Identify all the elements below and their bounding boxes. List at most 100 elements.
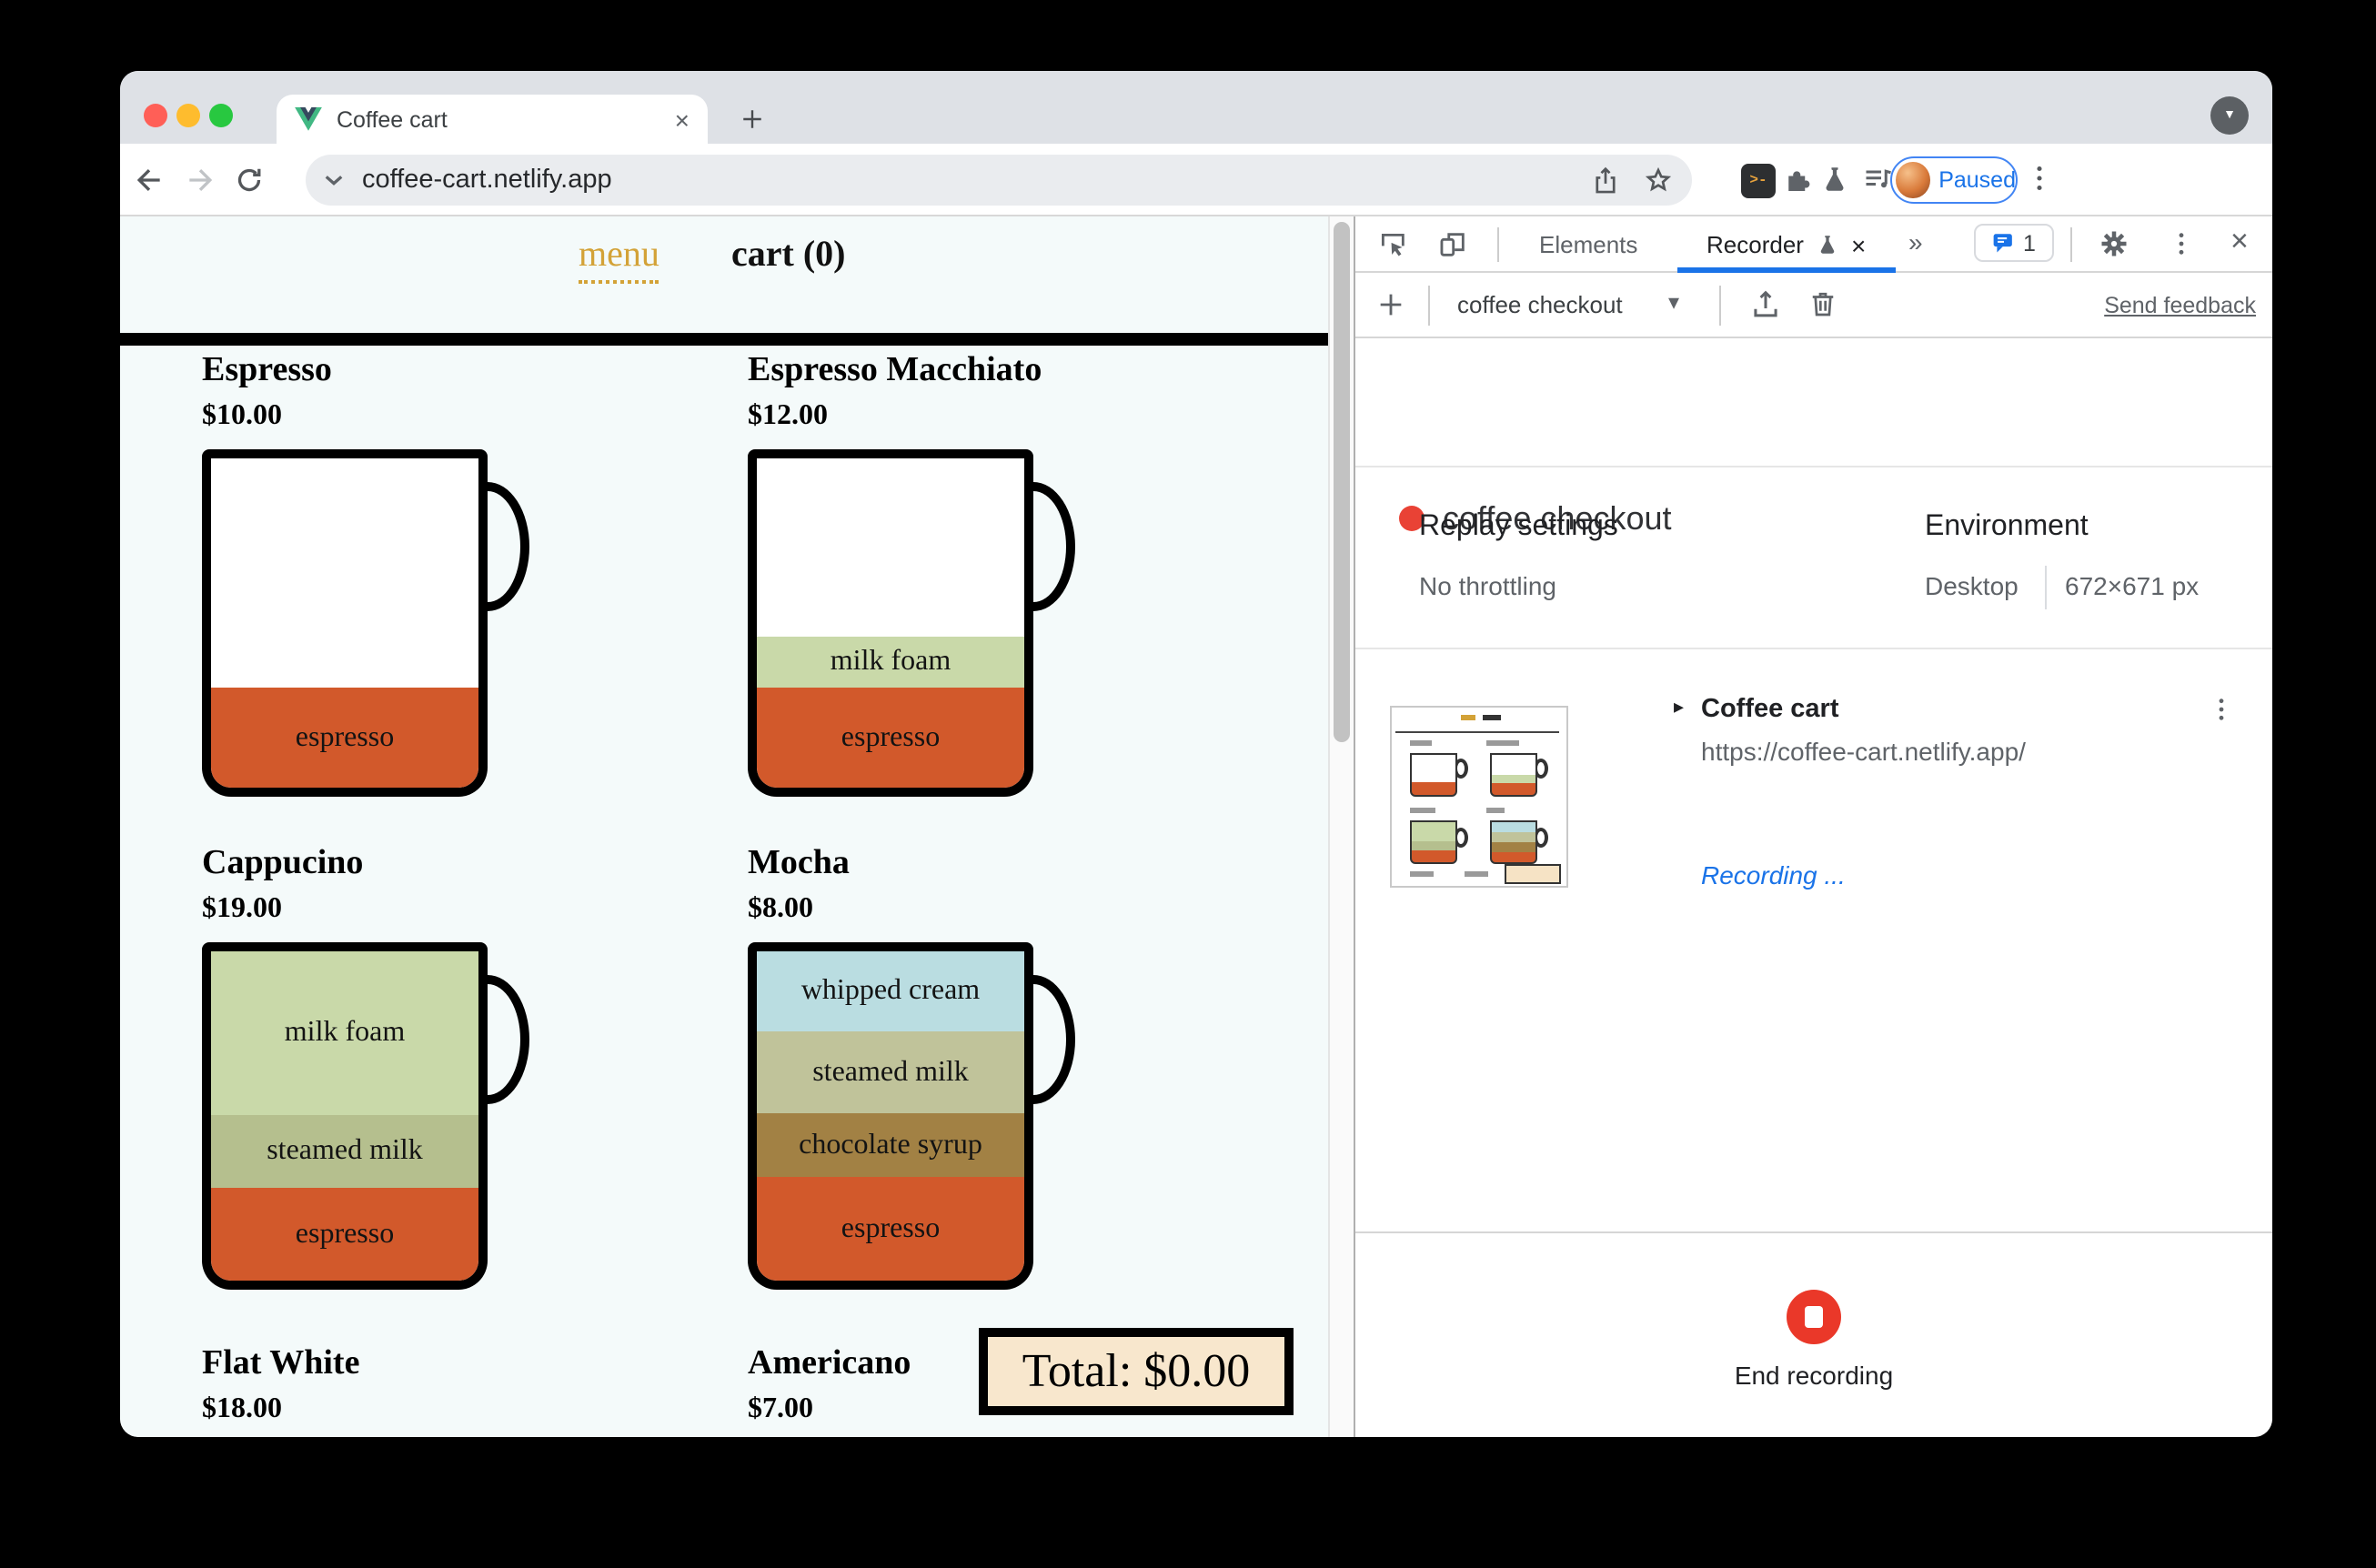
product-name: Espresso Macchiato [748,351,1042,389]
delete-recording-icon[interactable] [1807,287,1839,320]
tab-recorder[interactable]: Recorder × [1706,230,1867,259]
divider [1428,286,1430,326]
tab-close-icon[interactable]: × [674,105,690,134]
product-price: $12.00 [748,400,828,431]
product-price: $19.00 [202,893,282,924]
export-recording-icon[interactable] [1748,287,1783,322]
end-recording-label: End recording [1734,1361,1894,1390]
cup-layer-label: milk foam [830,646,951,677]
end-recording-button[interactable] [1787,1290,1841,1344]
forward-button[interactable] [182,162,218,198]
devtools-panel: Elements Recorder × » [1354,216,2272,1437]
more-tabs-icon[interactable]: » [1908,227,1923,256]
settings-gear-icon[interactable] [2098,227,2130,260]
tab-search-button[interactable]: ▼ [2210,96,2249,135]
cup-espresso-macchiato[interactable]: milk foam espresso [748,449,1075,797]
nav-menu-link[interactable]: menu [579,235,659,284]
cup-layer-label: espresso [841,721,941,752]
product-espresso: Espresso $10.00 espresso [202,351,602,797]
divider [1497,227,1499,262]
traffic-close-button[interactable] [144,104,167,127]
product-cappucino: Cappucino $19.00 milk foam steamed milk es… [202,844,602,1290]
close-recorder-tab-icon[interactable]: × [1850,230,1867,259]
recording-status: Recording ... [1701,860,1846,890]
cup-layer-label: steamed milk [812,1056,969,1087]
device-toolbar-icon[interactable] [1437,229,1468,260]
select-dropdown-icon[interactable]: ▾ [1668,289,1680,315]
profile-paused-button[interactable]: Paused [1890,156,2018,204]
cart-total-label: Total: $0.00 [1022,1344,1251,1397]
replay-settings-heading: Replay settings [1419,511,1618,542]
chevron-down-icon [325,176,343,186]
page-scrollbar[interactable] [1328,216,1354,1437]
replay-settings-section: Replay settings No throttling Environmen… [1355,467,2272,649]
environment-heading: Environment [1925,511,2089,542]
cup-layer-whipped-cream: whipped cream [757,951,1024,1031]
browser-tab[interactable]: Coffee cart × [277,95,708,144]
cup-espresso[interactable]: espresso [202,449,529,797]
address-bar[interactable]: coffee-cart.netlify.app [306,155,1692,206]
devtools-close-icon[interactable]: × [2230,224,2249,258]
share-icon[interactable] [1590,165,1621,196]
bookmark-star-icon[interactable] [1643,165,1674,196]
product-name: Espresso [202,351,332,389]
traffic-minimize-button[interactable] [176,104,200,127]
divider [2070,227,2072,262]
add-recording-icon[interactable] [1375,289,1406,320]
reload-button[interactable] [233,164,266,196]
product-price: $8.00 [748,893,813,924]
product-name: Mocha [748,844,850,882]
inspect-element-icon[interactable] [1377,229,1408,260]
extensions-puzzle-icon[interactable] [1781,164,1814,196]
cup-layer-milk-foam: milk foam [757,637,1024,688]
browser-menu-kebab-icon[interactable] [2023,162,2056,195]
cup-layer-label: espresso [841,1212,941,1243]
cup-layer-label: chocolate syrup [799,1129,982,1160]
cup-layer-espresso: espresso [211,688,478,788]
devtools-menu-kebab-icon[interactable] [2167,229,2196,258]
active-tab-underline [1677,267,1896,273]
coffee-app-viewport: menu cart (0) Espresso $10.00 espresso E… [120,216,1354,1437]
browser-toolbar: coffee-cart.netlify.app >- [120,144,2272,216]
cup-layer-label: espresso [295,1218,395,1249]
step-menu-kebab-icon[interactable] [2207,695,2236,724]
cup-layer-espresso: espresso [211,1188,478,1281]
product-price: $10.00 [202,400,282,431]
recording-select[interactable]: coffee checkout [1457,291,1623,318]
scrollbar-thumb[interactable] [1334,222,1350,742]
cup-mocha[interactable]: whipped cream steamed milk chocolate syrup… [748,942,1075,1290]
cup-layer-label: espresso [295,721,395,752]
product-mocha: Mocha $8.00 whipped cream steamed milk cho… [748,844,1148,1290]
profile-status-label: Paused [1938,167,2016,193]
cup-layer-espresso: espresso [757,688,1024,788]
cup-layer-milk-foam: milk foam [211,951,478,1115]
divider [2045,566,2047,609]
back-button[interactable] [131,162,167,198]
cup-cappucino[interactable]: milk foam steamed milk espresso [202,942,529,1290]
send-feedback-link[interactable]: Send feedback [2104,293,2256,318]
nav-cart-link[interactable]: cart (0) [731,235,846,275]
product-price: $18.00 [202,1393,282,1424]
devtools-tabbar: Elements Recorder × » [1355,216,2272,273]
new-tab-button[interactable] [728,95,777,144]
tab-elements[interactable]: Elements [1539,231,1638,258]
cup-layer-label: milk foam [284,1017,406,1048]
product-flat-white: Flat White $18.00 [202,1344,602,1428]
cart-total[interactable]: Total: $0.00 [979,1328,1294,1415]
extension-terminal-icon[interactable]: >- [1741,164,1776,198]
step-title[interactable]: Coffee cart [1701,695,1839,724]
step-expander-icon[interactable]: ▸ [1674,697,1685,719]
cup-layer-chocolate-syrup: chocolate syrup [757,1113,1024,1177]
issues-badge[interactable]: 1 [1974,224,2054,262]
flask-icon [1817,233,1840,256]
extension-playlist-icon[interactable] [1861,164,1896,196]
recorder-footer: End recording [1355,1231,2272,1437]
product-americano: Americano $7.00 [748,1344,1148,1428]
extension-flask-icon[interactable] [1819,164,1850,195]
vue-logo-icon [295,107,322,131]
traffic-zoom-button[interactable] [209,104,233,127]
recording-thumbnail [1390,706,1568,888]
tab-title: Coffee cart [337,106,448,132]
product-espresso-macchiato: Espresso Macchiato $12.00 milk foam espre… [748,351,1148,797]
issues-chat-icon [1993,233,2012,252]
